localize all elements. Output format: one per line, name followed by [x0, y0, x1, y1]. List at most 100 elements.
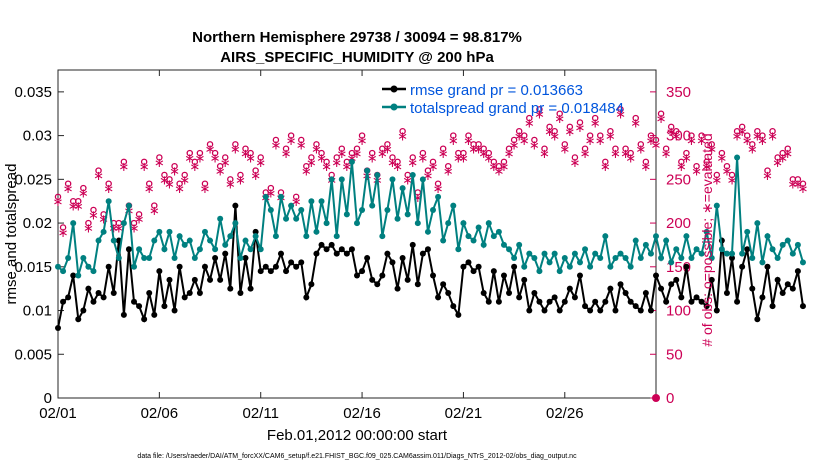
point-totalspread [794, 241, 801, 248]
obs-possible-marker [323, 158, 330, 166]
point-totalspread [242, 237, 249, 244]
obs-possible-marker [759, 132, 766, 139]
obs-evaluated-marker: ∗ [367, 151, 378, 166]
obs-evaluated-marker: ∗ [407, 156, 418, 171]
obs-evaluated-marker: ∗ [549, 130, 560, 145]
obs-evaluated-marker: ∗ [281, 147, 292, 162]
obs-evaluated-marker: ∗ [149, 204, 160, 219]
point-rmse [186, 290, 193, 297]
obs-possible-marker [267, 184, 275, 192]
point-rmse [566, 285, 573, 292]
obs-evaluated-marker: ∗ [433, 182, 444, 197]
point-totalspread [323, 220, 330, 227]
point-totalspread [612, 255, 619, 262]
obs-possible-marker [480, 145, 487, 152]
point-rmse [617, 281, 624, 288]
point-totalspread [120, 220, 127, 227]
obs-possible-marker [298, 136, 305, 144]
legend-rmse-marker [390, 85, 398, 93]
obs-evaluated-marker: ∗ [732, 130, 743, 145]
obs-evaluated-marker: ∗ [189, 160, 200, 175]
obs-evaluated-marker: ∗ [296, 138, 307, 153]
point-rmse [587, 307, 594, 314]
obs-possible-marker [368, 149, 376, 157]
point-rmse [379, 272, 386, 279]
point-rmse [708, 276, 715, 283]
point-totalspread [196, 246, 203, 253]
point-rmse [227, 285, 234, 292]
point-rmse [90, 298, 97, 305]
point-totalspread [161, 246, 168, 253]
obs-evaluated-marker: ∗ [671, 130, 682, 145]
obs-possible-marker [429, 158, 437, 166]
point-rmse [789, 285, 796, 292]
obs-evaluated-marker: ∗ [255, 156, 266, 171]
point-rmse [80, 307, 87, 314]
point-rmse [384, 250, 391, 257]
x-tick-label: 02/11 [242, 405, 278, 422]
point-totalspread [409, 171, 416, 178]
point-totalspread [283, 215, 290, 222]
obs-possible-marker [130, 219, 138, 227]
obs-possible-marker [399, 127, 406, 135]
obs-evaluated-marker: ∗ [651, 138, 662, 153]
obs-evaluated-marker: ∗ [681, 151, 692, 166]
obs-evaluated-marker: ∗ [509, 138, 520, 153]
obs-possible-marker [581, 145, 589, 152]
point-totalspread [176, 233, 183, 240]
point-totalspread [55, 263, 61, 270]
obs-evaluated-marker: ∗ [747, 143, 758, 158]
obs-possible-marker [612, 145, 619, 152]
obs-possible-marker [282, 145, 290, 152]
point-rmse [171, 307, 178, 314]
obs-possible-marker [465, 132, 472, 139]
obs-evaluated-marker: ∗ [118, 160, 129, 175]
point-rmse [328, 241, 335, 248]
obs-evaluated-marker: ∗ [103, 182, 114, 197]
obs-possible-marker [597, 132, 604, 139]
point-rmse [475, 263, 482, 270]
obs-evaluated-marker: ∗ [352, 147, 363, 162]
obs-evaluated-marker: ∗ [529, 138, 540, 153]
point-rmse [647, 307, 654, 314]
obs-possible-marker [59, 224, 67, 231]
obs-evaluated-marker: ∗ [392, 160, 403, 175]
point-rmse [75, 316, 82, 323]
obs-evaluated-marker: ∗ [98, 213, 109, 228]
point-rmse [693, 294, 700, 301]
point-rmse [465, 259, 472, 266]
obs-evaluated-marker: ∗ [640, 160, 651, 175]
point-totalspread [272, 233, 279, 240]
obs-possible-marker [617, 106, 624, 113]
obs-evaluated-marker: ∗ [635, 143, 646, 158]
point-rmse [764, 263, 771, 270]
point-rmse [683, 263, 690, 270]
point-rmse [348, 246, 355, 253]
point-rmse [561, 298, 568, 305]
point-rmse [207, 276, 214, 283]
obs-possible-marker [105, 180, 112, 187]
obs-evaluated-marker: ∗ [402, 173, 413, 188]
point-totalspread [718, 246, 725, 253]
point-totalspread [171, 255, 178, 262]
point-rmse [551, 294, 558, 301]
obs-evaluated-marker: ∗ [716, 151, 727, 166]
obs-evaluated-marker: ∗ [539, 147, 550, 162]
obs-possible-marker [662, 145, 670, 152]
point-totalspread [333, 233, 340, 240]
point-rmse [343, 250, 350, 257]
obs-possible-marker [348, 149, 356, 157]
obs-possible-marker [409, 154, 416, 161]
obs-evaluated-marker: ∗ [706, 143, 717, 158]
obs-evaluated-marker: ∗ [417, 151, 428, 166]
point-rmse [480, 290, 487, 297]
obs-possible-marker [673, 127, 680, 135]
obs-evaluated-marker: ∗ [590, 116, 601, 131]
point-totalspread [136, 246, 143, 253]
point-rmse [146, 290, 153, 297]
obs-evaluated-marker: ∗ [205, 143, 216, 158]
obs-possible-marker [495, 162, 503, 170]
point-rmse [739, 263, 746, 270]
point-totalspread [60, 268, 67, 275]
y-tick-label: 0.01 [23, 303, 52, 320]
